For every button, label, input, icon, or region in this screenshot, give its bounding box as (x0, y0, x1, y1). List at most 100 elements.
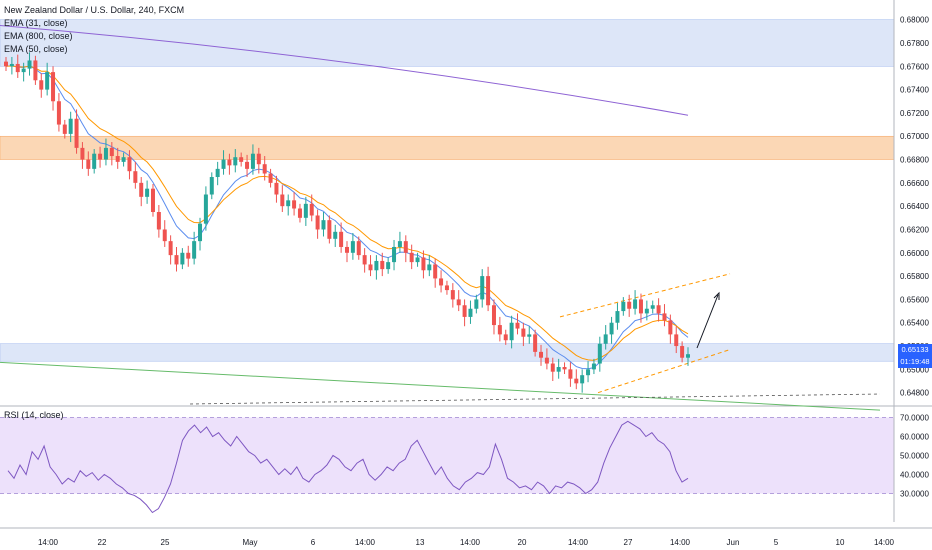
candle-body (150, 188, 155, 212)
candle-body (233, 157, 238, 166)
candle-body (27, 60, 32, 69)
price-tick-label: 0.66000 (900, 249, 929, 258)
candle-body (268, 173, 273, 183)
candle-body (51, 72, 56, 102)
candle-body (562, 367, 567, 370)
candle-body (474, 299, 479, 309)
candle-body (403, 241, 408, 253)
time-tick-label: 14:00 (874, 538, 895, 547)
candle-body (409, 252, 414, 263)
candle-body (574, 378, 579, 384)
candle-body (503, 334, 508, 341)
candle-body (397, 241, 402, 247)
candle-body (539, 351, 544, 358)
candle-body (15, 63, 20, 73)
candle-body (368, 264, 373, 271)
price-tick-label: 0.67600 (900, 62, 929, 71)
candle-body (286, 200, 291, 207)
price-zone-1 (0, 135, 895, 160)
time-tick-label: 14:00 (460, 538, 481, 547)
price-tick-label: 0.65000 (900, 365, 929, 374)
candle-body (327, 220, 332, 239)
ema31-label[interactable]: EMA (31, close) (4, 18, 68, 28)
candle-body (421, 257, 426, 271)
price-tick-label: 0.64800 (900, 389, 929, 398)
candle-body (415, 257, 420, 263)
candle-body (680, 346, 685, 358)
candle-body (509, 322, 514, 341)
candle-body (627, 301, 632, 309)
time-tick-label: 22 (98, 538, 107, 547)
candle-body (274, 182, 279, 195)
candle-body (609, 322, 614, 335)
candle-body (580, 375, 585, 384)
candle-body (556, 367, 561, 372)
candle-body (245, 161, 250, 169)
time-tick-label: 14:00 (568, 538, 589, 547)
time-tick-label: 20 (518, 538, 527, 547)
candle-body (380, 260, 385, 270)
candle-body (239, 157, 244, 162)
time-tick-label: 10 (836, 538, 845, 547)
ema50-line (5, 65, 689, 361)
candle-body (198, 223, 203, 242)
rsi-tick-label: 40.0000 (900, 471, 929, 480)
channel-upper (559, 273, 731, 318)
candle-body (456, 299, 461, 306)
candle-body (350, 241, 355, 253)
rsi-label[interactable]: RSI (14, close) (4, 410, 64, 420)
candle-body (650, 305, 655, 309)
candle-body (86, 159, 91, 169)
candle-body (427, 264, 432, 271)
price-zone-0 (0, 19, 895, 67)
candle-body (527, 334, 532, 337)
time-tick-label: 27 (624, 538, 633, 547)
candle-body (62, 124, 67, 134)
candle-body (139, 182, 144, 197)
candle-body (586, 369, 591, 376)
grid-layer (0, 0, 932, 529)
candle-body (33, 60, 38, 81)
candle-body (127, 157, 132, 172)
ema800-label[interactable]: EMA (800, close) (4, 31, 73, 41)
time-tick-label: 14:00 (670, 538, 691, 547)
current-price-tag: 0.65133 (898, 344, 932, 356)
candle-body (591, 363, 596, 370)
candle-body (156, 211, 161, 230)
price-tick-label: 0.67800 (900, 39, 929, 48)
candle-body (633, 299, 638, 309)
time-tick-label: 14:00 (355, 538, 376, 547)
candle-body (491, 305, 496, 326)
rsi-tick-label: 30.0000 (900, 490, 929, 499)
candles-layer (4, 52, 690, 393)
candle-body (662, 313, 667, 321)
price-tick-label: 0.66600 (900, 179, 929, 188)
candle-body (339, 231, 344, 247)
rsi-line (7, 420, 689, 514)
candle-body (180, 252, 185, 265)
candle-body (280, 194, 285, 207)
price-tick-label: 0.66200 (900, 225, 929, 234)
candle-body (550, 363, 555, 372)
candle-body (74, 118, 79, 148)
candle-body (433, 264, 438, 279)
long-trendline (0, 361, 881, 411)
candle-body (292, 200, 297, 209)
candle-body (444, 285, 449, 291)
candle-body (568, 369, 573, 379)
candle-body (168, 241, 173, 256)
candle-body (256, 153, 261, 165)
projection-arrow (696, 294, 719, 349)
ema50-label[interactable]: EMA (50, close) (4, 44, 68, 54)
candle-body (109, 147, 114, 157)
price-tick-label: 0.66400 (900, 202, 929, 211)
price-tick-label: 0.67000 (900, 132, 929, 141)
candle-body (215, 168, 220, 178)
candle-body (103, 147, 108, 160)
price-tick-label: 0.67200 (900, 109, 929, 118)
rsi-layer (7, 420, 689, 514)
candle-body (221, 159, 226, 169)
candle-body (674, 334, 679, 347)
ema31-line (5, 65, 689, 370)
